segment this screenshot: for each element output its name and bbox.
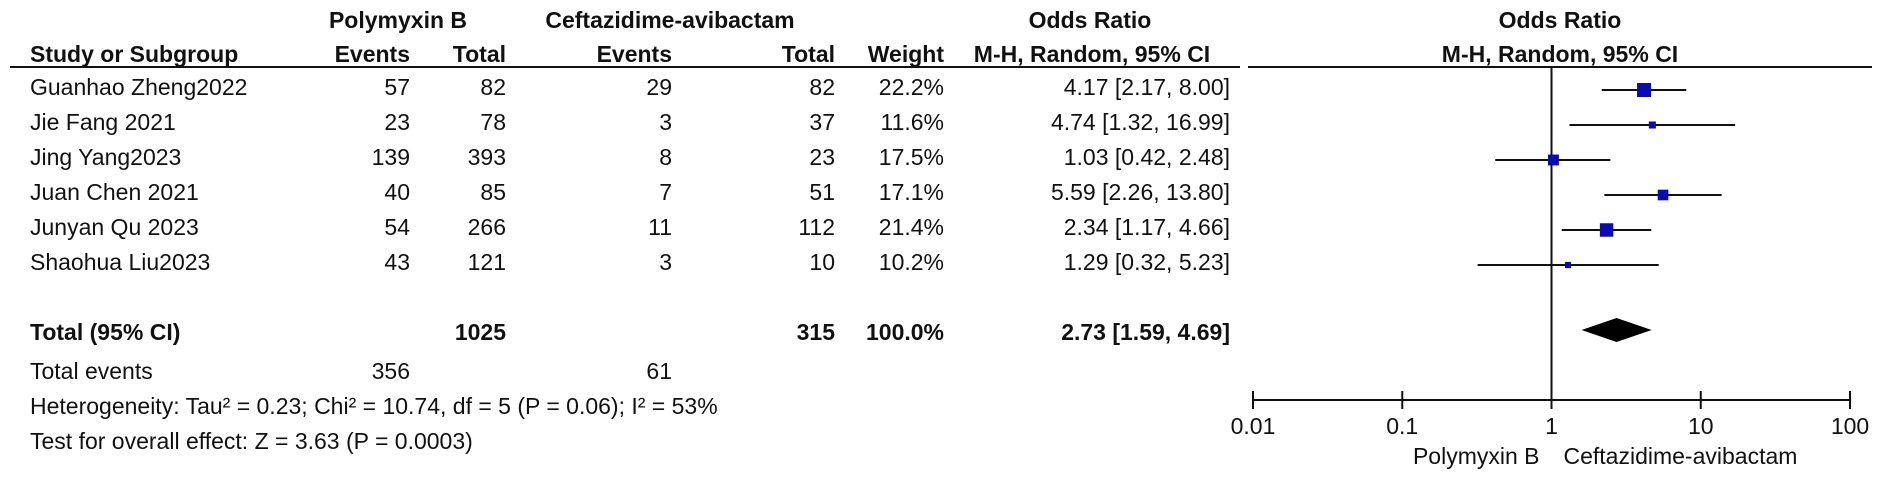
point-marker [1648, 121, 1656, 129]
weight-cell: 17.5% [878, 144, 944, 170]
weight-cell: 17.1% [878, 179, 944, 205]
events1-cell: 57 [384, 74, 410, 100]
study-name: Shaohua Liu2023 [30, 249, 211, 275]
study-name: Juan Chen 2021 [30, 179, 199, 205]
heterogeneity-text: Heterogeneity: Tau² = 0.23; Chi² = 10.74… [30, 393, 718, 419]
events2-header: Events [596, 41, 672, 67]
weight-cell: 10.2% [878, 249, 944, 275]
point-marker [1564, 261, 1572, 269]
tick-label: 10 [1688, 413, 1714, 439]
total-ci: 2.73 [1.59, 4.69] [1061, 319, 1230, 345]
study-name: Jie Fang 2021 [30, 109, 176, 135]
tick-label: 100 [1831, 413, 1869, 439]
axis-label-right: Ceftazidime-avibactam [1564, 443, 1798, 469]
ci-cell: 4.17 [2.17, 8.00] [1063, 74, 1230, 100]
total1-cell: 78 [480, 109, 506, 135]
or-left-header: Odds Ratio [1028, 7, 1152, 33]
events2-cell: 3 [659, 249, 672, 275]
or-right-header: Odds Ratio [1498, 7, 1622, 33]
total-events-e1: 356 [371, 358, 410, 384]
ci-cell: 1.03 [0.42, 2.48] [1063, 144, 1230, 170]
tick-label: 0.01 [1231, 413, 1276, 439]
study-name: Guanhao Zheng2022 [30, 74, 248, 100]
events1-cell: 23 [384, 109, 410, 135]
header-divider-right [1248, 66, 1872, 68]
total-weight: 100.0% [865, 319, 944, 345]
ci-cell: 2.34 [1.17, 4.66] [1063, 214, 1230, 240]
axis-label-left: Polymyxin B [1413, 443, 1540, 469]
total1-cell: 393 [467, 144, 506, 170]
weight-cell: 22.2% [878, 74, 944, 100]
ci-cell: 5.59 [2.26, 13.80] [1050, 179, 1230, 205]
point-marker [1547, 154, 1559, 166]
total1-cell: 82 [480, 74, 506, 100]
total2-cell: 37 [809, 109, 835, 135]
total2-header: Total [781, 41, 835, 67]
events2-cell: 29 [646, 74, 672, 100]
method-right-header: M-H, Random, 95% CI [1441, 41, 1679, 67]
total2-cell: 51 [809, 179, 835, 205]
total2-cell: 23 [809, 144, 835, 170]
ci-cell: 1.29 [0.32, 5.23] [1063, 249, 1230, 275]
total-t1: 1025 [454, 319, 506, 345]
ci-cell: 4.74 [1.32, 16.99] [1050, 109, 1230, 135]
total-events-label: Total events [30, 358, 153, 384]
total1-cell: 85 [480, 179, 506, 205]
total2-cell: 82 [809, 74, 835, 100]
events2-cell: 3 [659, 109, 672, 135]
study-name: Junyan Qu 2023 [30, 214, 199, 240]
method-left-header: M-H, Random, 95% CI [973, 41, 1211, 67]
weight-header: Weight [867, 41, 944, 67]
tick-label: 1 [1545, 413, 1558, 439]
total2-cell: 10 [809, 249, 835, 275]
study-header: Study or Subgroup [30, 41, 239, 67]
pooled-diamond [1581, 318, 1652, 342]
total2-cell: 112 [798, 214, 835, 240]
events1-cell: 40 [384, 179, 410, 205]
point-marker [1637, 83, 1652, 97]
point-marker [1599, 223, 1614, 237]
events1-cell: 43 [384, 249, 410, 275]
events1-cell: 139 [371, 144, 410, 170]
events1-cell: 54 [384, 214, 410, 240]
header-divider [10, 66, 1240, 68]
events1-header: Events [334, 41, 410, 67]
total1-cell: 266 [467, 214, 506, 240]
events2-cell: 7 [659, 179, 672, 205]
total1-cell: 121 [467, 249, 506, 275]
events2-cell: 8 [659, 144, 672, 170]
weight-cell: 11.6% [880, 109, 944, 135]
total-label: Total (95% CI) [30, 319, 181, 345]
group2-header: Ceftazidime-avibactam [545, 7, 795, 33]
total1-header: Total [452, 41, 506, 67]
tick-label: 0.1 [1386, 413, 1418, 439]
total-events-e2: 61 [646, 358, 672, 384]
overall-effect-text: Test for overall effect: Z = 3.63 (P = 0… [30, 428, 473, 454]
study-name: Jing Yang2023 [30, 144, 182, 170]
events2-cell: 11 [648, 214, 672, 240]
weight-cell: 21.4% [878, 214, 944, 240]
total-t2: 315 [796, 319, 835, 345]
group1-header: Polymyxin B [328, 7, 468, 33]
point-marker [1657, 189, 1669, 201]
